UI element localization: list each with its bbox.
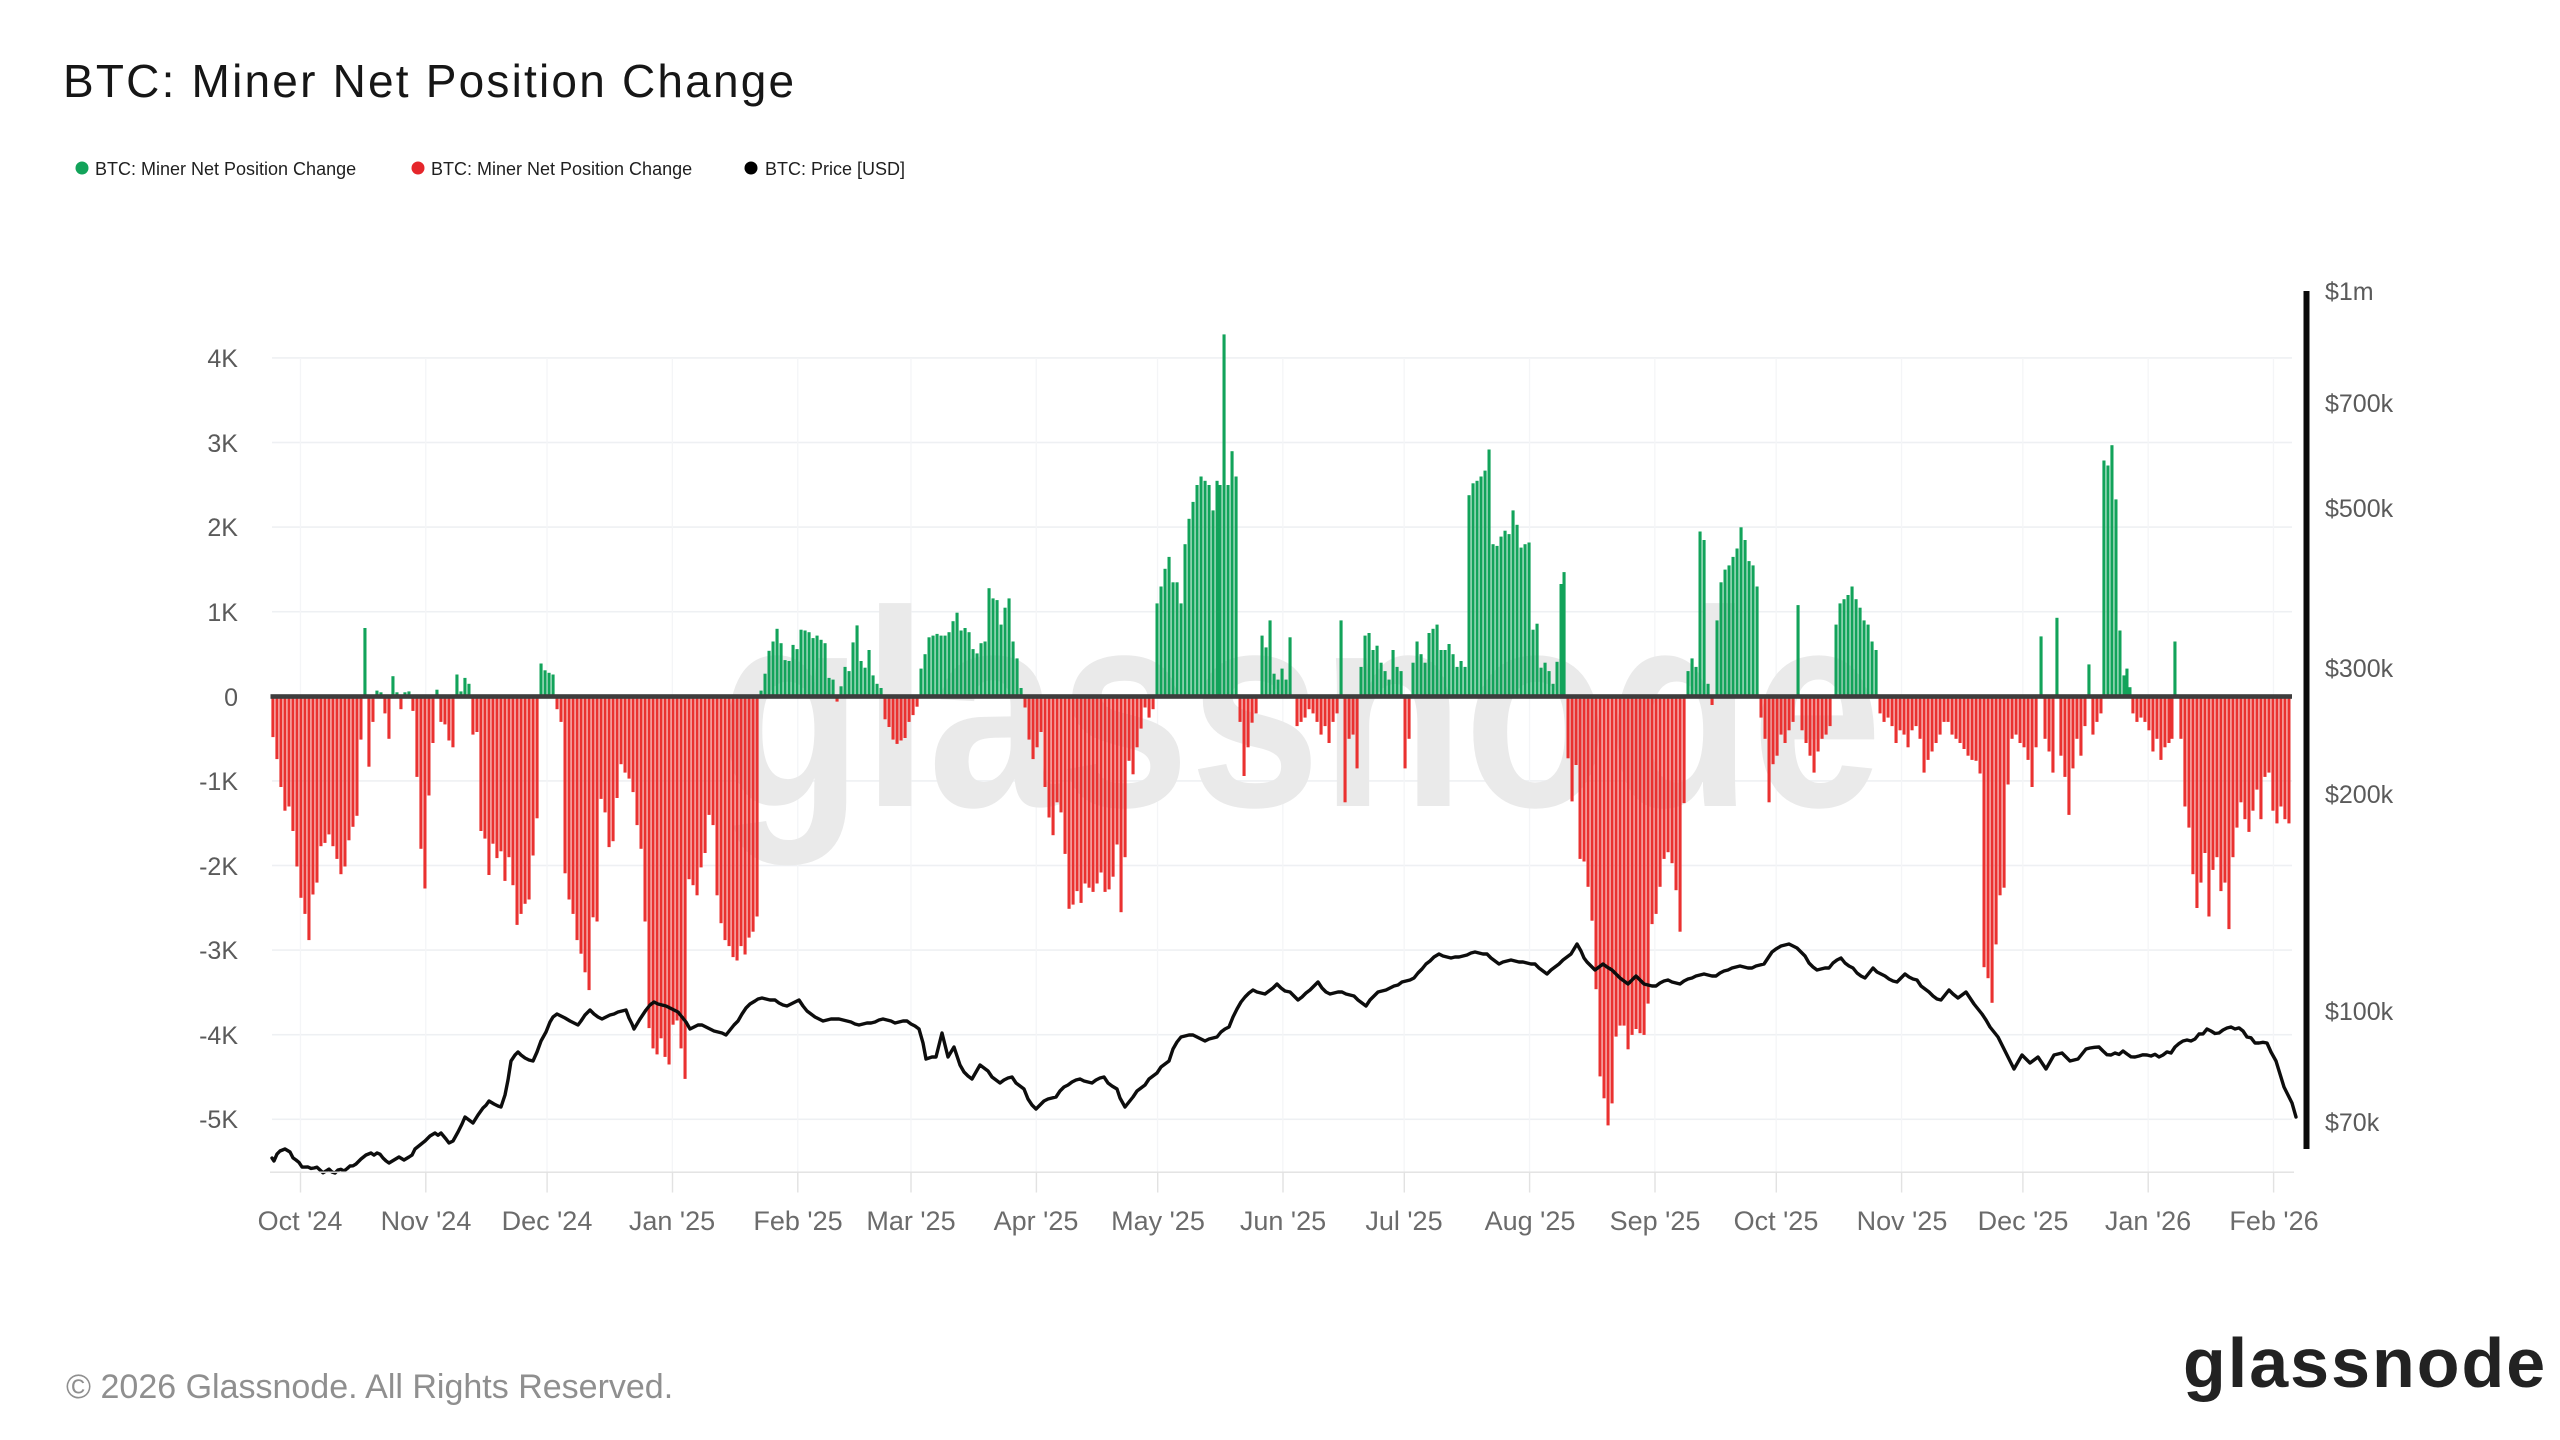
svg-text:BTC: Miner Net Position Change: BTC: Miner Net Position Change <box>63 55 796 107</box>
svg-text:$70k: $70k <box>2325 1109 2380 1137</box>
svg-text:3K: 3K <box>207 430 238 458</box>
svg-text:4K: 4K <box>207 345 238 373</box>
svg-text:0: 0 <box>224 684 238 712</box>
svg-text:$1m: $1m <box>2325 278 2374 306</box>
svg-text:-5K: -5K <box>199 1106 238 1134</box>
svg-text:Feb '25: Feb '25 <box>753 1206 842 1236</box>
svg-text:-3K: -3K <box>199 937 238 965</box>
svg-text:-2K: -2K <box>199 853 238 881</box>
svg-text:Dec '25: Dec '25 <box>1978 1206 2069 1236</box>
svg-text:Apr '25: Apr '25 <box>994 1206 1079 1236</box>
svg-text:© 2026 Glassnode. All Rights R: © 2026 Glassnode. All Rights Reserved. <box>66 1368 673 1406</box>
svg-text:2K: 2K <box>207 514 238 542</box>
svg-text:-4K: -4K <box>199 1022 238 1050</box>
svg-text:BTC: Miner Net Position Change: BTC: Miner Net Position Change <box>95 159 356 179</box>
svg-text:$300k: $300k <box>2325 655 2394 683</box>
svg-text:Jul '25: Jul '25 <box>1365 1206 1442 1236</box>
svg-text:Oct '25: Oct '25 <box>1734 1206 1819 1236</box>
svg-text:Feb '26: Feb '26 <box>2229 1206 2318 1236</box>
svg-text:Jun '25: Jun '25 <box>1240 1206 1326 1236</box>
svg-text:$500k: $500k <box>2325 495 2394 523</box>
svg-text:$100k: $100k <box>2325 998 2394 1026</box>
svg-text:$200k: $200k <box>2325 781 2394 809</box>
svg-text:Mar '25: Mar '25 <box>866 1206 955 1236</box>
svg-text:Jan '26: Jan '26 <box>2105 1206 2191 1236</box>
svg-text:$700k: $700k <box>2325 390 2394 418</box>
svg-text:BTC: Price [USD]: BTC: Price [USD] <box>765 159 905 179</box>
svg-text:Nov '25: Nov '25 <box>1857 1206 1948 1236</box>
svg-text:Dec '24: Dec '24 <box>502 1206 593 1236</box>
svg-text:Aug '25: Aug '25 <box>1485 1206 1576 1236</box>
svg-text:glassnode: glassnode <box>2183 1324 2547 1402</box>
svg-text:1K: 1K <box>207 599 238 627</box>
svg-text:Nov '24: Nov '24 <box>381 1206 472 1236</box>
svg-text:May '25: May '25 <box>1111 1206 1205 1236</box>
svg-text:Oct '24: Oct '24 <box>258 1206 343 1236</box>
svg-text:Sep '25: Sep '25 <box>1610 1206 1701 1236</box>
svg-text:Jan '25: Jan '25 <box>629 1206 715 1236</box>
svg-text:-1K: -1K <box>199 768 238 796</box>
svg-text:BTC: Miner Net Position Change: BTC: Miner Net Position Change <box>431 159 692 179</box>
